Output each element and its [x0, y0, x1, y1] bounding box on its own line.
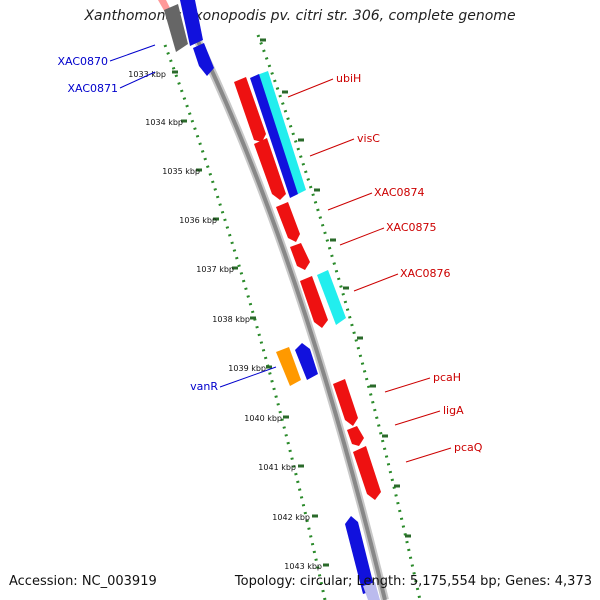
- gene-label-xac0874[interactable]: XAC0874: [374, 186, 425, 199]
- gene-xac0876-red[interactable]: [300, 276, 328, 328]
- gene-xac0874-feature[interactable]: [276, 202, 300, 242]
- gene-blue-long[interactable]: [250, 74, 298, 198]
- gene-label-liga[interactable]: ligA: [443, 404, 464, 417]
- gene-pcaq-feature[interactable]: [353, 446, 381, 500]
- label-leaders: [109, 44, 452, 463]
- gene-label-vanr[interactable]: vanR: [190, 380, 218, 393]
- gene-visc-feature[interactable]: [254, 138, 286, 200]
- gene-label-xac0876[interactable]: XAC0876: [400, 267, 451, 280]
- tick-label: 1041 kbp: [258, 463, 296, 472]
- tick-label: 1033 kbp: [128, 70, 166, 79]
- gene-label-ubih[interactable]: ubiH: [336, 72, 361, 85]
- genome-stats-text: Topology: circular; Length: 5,175,554 bp…: [234, 574, 592, 589]
- inner-tick-track: [163, 44, 327, 600]
- gene-vanr-feature[interactable]: [276, 347, 301, 386]
- tick-label: 1038 kbp: [212, 315, 250, 324]
- gene-gray-feature[interactable]: [164, 4, 188, 52]
- tick-label: 1036 kbp: [179, 216, 217, 225]
- gene-cyan-long[interactable]: [257, 71, 306, 196]
- tick-label: 1039 kbp: [228, 364, 266, 373]
- gene-label-visc[interactable]: visC: [357, 132, 380, 145]
- tick-label: 1040 kbp: [244, 414, 282, 423]
- gene-xac0876-feature[interactable]: [317, 270, 346, 325]
- gene-liga-feature[interactable]: [347, 426, 364, 446]
- gene-blue-bottom-fade: [363, 582, 380, 600]
- gene-xac0875-feature[interactable]: [290, 243, 310, 270]
- gene-blue-bottom[interactable]: [345, 516, 375, 594]
- tick-label: 1043 kbp: [284, 562, 322, 571]
- gene-label-pcah[interactable]: pcaH: [433, 371, 461, 384]
- gene-blue-top[interactable]: [180, 0, 203, 46]
- tick-label: 1035 kbp: [162, 167, 200, 176]
- accession-text: Accession: NC_003919: [9, 574, 157, 589]
- tick-label: 1037 kbp: [196, 265, 234, 274]
- gene-label-xac0870[interactable]: XAC0870: [57, 55, 108, 68]
- gene-label-pcaq[interactable]: pcaQ: [454, 441, 483, 454]
- genome-backbone-core: [193, 34, 387, 600]
- gene-label-xac0875[interactable]: XAC0875: [386, 221, 437, 234]
- gene-ubih-feature[interactable]: [234, 77, 266, 142]
- gene-pcah-feature[interactable]: [333, 379, 358, 426]
- gene-blue-top-2[interactable]: [193, 43, 214, 76]
- tick-label: 1042 kbp: [272, 513, 310, 522]
- gene-blue-vanr[interactable]: [295, 343, 318, 380]
- tick-label: 1034 kbp: [145, 118, 183, 127]
- major-ticks: [172, 38, 411, 567]
- gene-label-xac0871[interactable]: XAC0871: [67, 82, 118, 95]
